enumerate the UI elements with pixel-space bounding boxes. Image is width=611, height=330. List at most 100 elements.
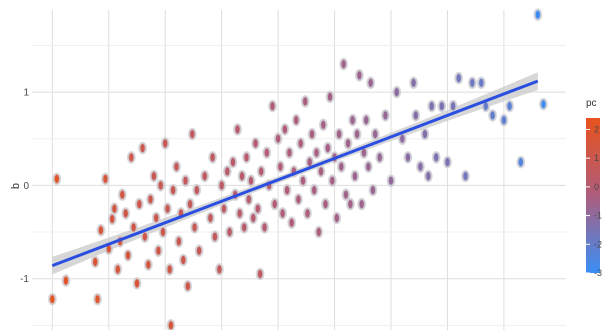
data-point (332, 211, 342, 225)
y-tick-labels: 1 0 -1 (20, 88, 29, 286)
regression-line (51, 79, 539, 268)
data-point (183, 279, 193, 293)
data-point (375, 151, 385, 164)
data-points (47, 8, 548, 330)
data-point (262, 146, 272, 159)
data-point (214, 263, 224, 276)
data-point (185, 197, 195, 211)
data-point (225, 225, 235, 239)
data-point (248, 211, 258, 225)
data-point (149, 169, 159, 183)
data-point (100, 172, 110, 186)
data-point (287, 216, 297, 229)
data-point (166, 319, 176, 330)
data-point (381, 109, 390, 122)
data-point (296, 137, 306, 150)
data-point (423, 169, 433, 183)
data-point (178, 253, 188, 267)
data-point (282, 183, 292, 197)
data-point (138, 141, 148, 155)
data-point (200, 169, 210, 183)
y-axis-title: b (10, 183, 22, 189)
data-point (339, 57, 349, 71)
legend-tick-label: 0 (594, 182, 599, 192)
data-point (285, 146, 294, 159)
y-tick-label: 0 (23, 181, 29, 192)
data-point (168, 183, 178, 197)
legend-tick-label: -1 (594, 211, 602, 221)
data-point (174, 235, 184, 248)
data-point (278, 207, 288, 220)
data-point (448, 99, 458, 113)
data-point (117, 188, 127, 201)
data-point (346, 197, 355, 211)
color-legend: pc 2 1 0 -1 -2 -3 (586, 98, 602, 278)
data-point (246, 174, 256, 187)
y-tick-label: 1 (23, 88, 29, 99)
data-point (276, 160, 285, 173)
data-point (270, 197, 280, 211)
data-point (516, 155, 526, 169)
data-point (312, 146, 321, 159)
data-point (93, 292, 102, 306)
data-point (539, 97, 548, 111)
data-point (366, 76, 376, 90)
data-point (316, 165, 326, 178)
data-point (158, 225, 168, 239)
data-point (235, 207, 245, 220)
data-point (140, 230, 150, 243)
data-point (256, 165, 266, 178)
data-point (244, 193, 254, 206)
data-point (321, 197, 330, 211)
data-point (160, 137, 170, 150)
legend-tick-label: -2 (594, 239, 602, 249)
data-point (341, 188, 351, 201)
data-point (190, 221, 200, 234)
data-point (151, 211, 161, 225)
data-point (90, 255, 100, 269)
data-point (327, 174, 337, 187)
data-point (222, 165, 232, 178)
data-point (268, 99, 277, 113)
data-point (314, 225, 324, 239)
fit-line-group (51, 79, 539, 268)
data-point (113, 263, 123, 276)
data-point (146, 193, 155, 206)
data-point (260, 221, 270, 234)
legend-tick-label: 2 (594, 124, 599, 134)
data-point (107, 212, 117, 226)
legend-colorbar (586, 118, 600, 273)
data-point (194, 244, 204, 257)
data-point (392, 85, 402, 99)
data-point (300, 95, 310, 108)
data-point (52, 172, 62, 186)
data-point (499, 113, 509, 127)
data-point (134, 197, 144, 211)
data-point (386, 174, 396, 187)
data-point (280, 123, 290, 136)
data-point (233, 123, 242, 136)
data-point (307, 127, 317, 141)
data-point (357, 197, 367, 211)
data-point (187, 127, 197, 141)
data-point (350, 169, 360, 183)
data-point (420, 127, 430, 141)
data-point (437, 99, 447, 113)
data-point (294, 193, 303, 206)
data-point (431, 151, 441, 164)
data-point (153, 244, 163, 257)
data-point (368, 183, 378, 197)
y-tick-label: -1 (20, 274, 29, 285)
data-point (318, 118, 328, 132)
data-point (370, 127, 380, 141)
data-point (334, 127, 344, 141)
data-point (208, 151, 218, 164)
data-point (239, 221, 249, 234)
data-point (352, 127, 362, 141)
data-point (129, 221, 139, 234)
data-point (163, 202, 172, 215)
data-point (228, 155, 238, 169)
data-point (343, 137, 353, 150)
data-point (255, 267, 265, 281)
data-point (427, 99, 437, 113)
